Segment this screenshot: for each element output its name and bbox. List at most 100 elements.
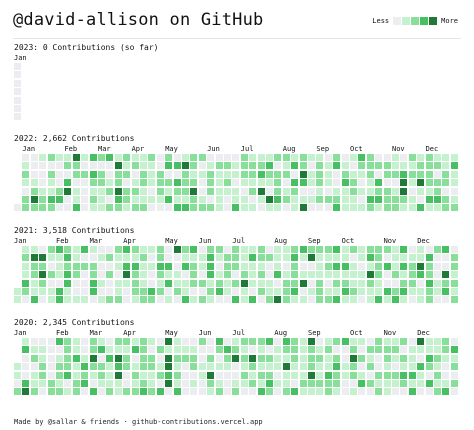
day-cell[interactable]: [291, 363, 299, 371]
day-cell[interactable]: [114, 196, 122, 203]
day-cell[interactable]: [190, 179, 198, 187]
day-cell[interactable]: [408, 338, 416, 345]
day-cell[interactable]: [358, 262, 366, 270]
day-cell[interactable]: [291, 170, 299, 178]
day-cell[interactable]: [392, 388, 399, 396]
day-cell[interactable]: [257, 380, 265, 387]
day-cell[interactable]: [266, 338, 273, 345]
day-cell[interactable]: [72, 179, 80, 187]
day-cell[interactable]: [350, 196, 357, 203]
day-cell[interactable]: [274, 246, 282, 253]
day-cell[interactable]: [358, 296, 366, 304]
day-cell[interactable]: [358, 279, 366, 287]
day-cell[interactable]: [240, 271, 248, 279]
day-cell[interactable]: [316, 254, 324, 262]
day-cell[interactable]: [282, 354, 290, 362]
day-cell[interactable]: [215, 179, 223, 187]
day-cell[interactable]: [123, 346, 131, 354]
day-cell[interactable]: [425, 388, 433, 396]
day-cell[interactable]: [22, 162, 30, 170]
day-cell[interactable]: [257, 262, 265, 270]
day-cell[interactable]: [434, 288, 441, 295]
day-cell[interactable]: [165, 346, 173, 354]
day-cell[interactable]: [333, 187, 341, 195]
day-cell[interactable]: [308, 196, 315, 203]
day-cell[interactable]: [81, 388, 89, 396]
day-cell[interactable]: [392, 296, 399, 304]
day-cell[interactable]: [316, 179, 324, 187]
day-cell[interactable]: [182, 187, 189, 195]
day-cell[interactable]: [240, 254, 248, 262]
day-cell[interactable]: [434, 354, 441, 362]
day-cell[interactable]: [198, 271, 206, 279]
day-cell[interactable]: [39, 288, 47, 295]
day-cell[interactable]: [156, 388, 164, 396]
day-cell[interactable]: [375, 154, 383, 161]
day-cell[interactable]: [316, 154, 324, 161]
day-cell[interactable]: [240, 388, 248, 396]
day-cell[interactable]: [165, 204, 173, 212]
day-cell[interactable]: [257, 179, 265, 187]
day-cell[interactable]: [324, 346, 332, 354]
day-cell[interactable]: [131, 296, 139, 304]
day-cell[interactable]: [123, 204, 131, 212]
day-cell[interactable]: [408, 262, 416, 270]
day-cell[interactable]: [383, 154, 391, 161]
day-cell[interactable]: [324, 196, 332, 203]
day-cell[interactable]: [198, 296, 206, 304]
day-cell[interactable]: [341, 296, 349, 304]
day-cell[interactable]: [89, 279, 97, 287]
day-cell[interactable]: [257, 288, 265, 295]
day-cell[interactable]: [30, 363, 38, 371]
day-cell[interactable]: [232, 204, 240, 212]
day-cell[interactable]: [442, 179, 450, 187]
day-cell[interactable]: [316, 246, 324, 253]
day-cell[interactable]: [291, 346, 299, 354]
day-cell[interactable]: [232, 246, 240, 253]
day-cell[interactable]: [114, 187, 122, 195]
day-cell[interactable]: [56, 354, 63, 362]
day-cell[interactable]: [232, 262, 240, 270]
day-cell[interactable]: [140, 346, 147, 354]
day-cell[interactable]: [224, 154, 231, 161]
day-cell[interactable]: [14, 296, 21, 304]
day-cell[interactable]: [215, 271, 223, 279]
day-cell[interactable]: [198, 162, 206, 170]
day-cell[interactable]: [450, 346, 458, 354]
day-cell[interactable]: [72, 271, 80, 279]
day-cell[interactable]: [207, 271, 215, 279]
day-cell[interactable]: [123, 187, 131, 195]
day-cell[interactable]: [156, 187, 164, 195]
day-cell[interactable]: [417, 380, 425, 387]
day-cell[interactable]: [366, 288, 374, 295]
day-cell[interactable]: [56, 154, 63, 161]
day-cell[interactable]: [249, 346, 257, 354]
day-cell[interactable]: [358, 363, 366, 371]
day-cell[interactable]: [56, 162, 63, 170]
day-cell[interactable]: [106, 338, 114, 345]
day-cell[interactable]: [350, 271, 357, 279]
day-cell[interactable]: [274, 196, 282, 203]
day-cell[interactable]: [434, 388, 441, 396]
day-cell[interactable]: [98, 187, 105, 195]
day-cell[interactable]: [190, 162, 198, 170]
day-cell[interactable]: [333, 179, 341, 187]
day-cell[interactable]: [123, 170, 131, 178]
day-cell[interactable]: [232, 288, 240, 295]
day-cell[interactable]: [131, 162, 139, 170]
day-cell[interactable]: [39, 363, 47, 371]
day-cell[interactable]: [30, 346, 38, 354]
day-cell[interactable]: [425, 279, 433, 287]
day-cell[interactable]: [165, 363, 173, 371]
day-cell[interactable]: [266, 371, 273, 379]
day-cell[interactable]: [114, 271, 122, 279]
day-cell[interactable]: [383, 262, 391, 270]
day-cell[interactable]: [81, 371, 89, 379]
day-cell[interactable]: [131, 154, 139, 161]
day-cell[interactable]: [22, 288, 30, 295]
day-cell[interactable]: [131, 179, 139, 187]
day-cell[interactable]: [400, 179, 408, 187]
day-cell[interactable]: [450, 371, 458, 379]
day-cell[interactable]: [190, 246, 198, 253]
day-cell[interactable]: [350, 380, 357, 387]
